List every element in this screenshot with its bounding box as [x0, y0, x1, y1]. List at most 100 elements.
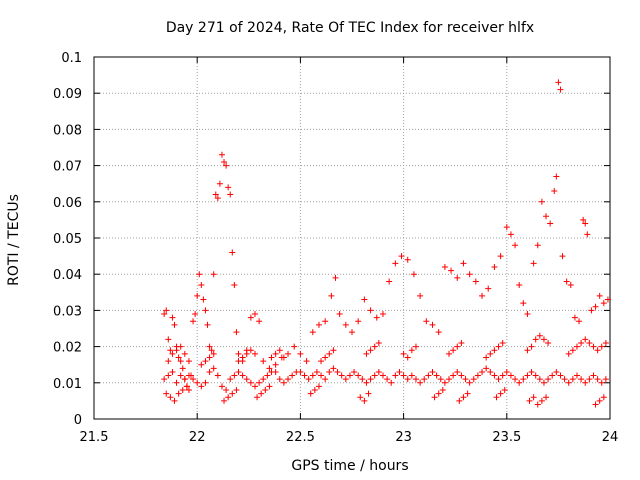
- data-point: [441, 263, 448, 270]
- data-point: [582, 379, 589, 386]
- data-point: [351, 368, 358, 375]
- data-point: [301, 372, 308, 379]
- data-point: [433, 372, 440, 379]
- data-point: [214, 195, 221, 202]
- data-point: [596, 397, 603, 404]
- data-point: [524, 311, 531, 318]
- data-point: [487, 368, 494, 375]
- data-point: [446, 376, 453, 383]
- data-point: [190, 318, 197, 325]
- data-point: [448, 267, 455, 274]
- data-point: [229, 249, 236, 256]
- data-point: [460, 394, 467, 401]
- data-point: [588, 307, 595, 314]
- data-point: [247, 314, 254, 321]
- data-point: [342, 321, 349, 328]
- x-tick-label: 23: [395, 430, 412, 445]
- data-point: [590, 372, 597, 379]
- data-point: [225, 394, 232, 401]
- data-point: [365, 390, 372, 397]
- data-point: [594, 347, 601, 354]
- data-point: [202, 379, 209, 386]
- data-point: [567, 282, 574, 289]
- data-point: [396, 368, 403, 375]
- data-point: [507, 231, 514, 238]
- data-point: [210, 365, 217, 372]
- data-point: [590, 343, 597, 350]
- y-axis-title: ROTI / TECUs: [6, 194, 22, 286]
- data-point: [256, 318, 263, 325]
- data-point: [175, 354, 182, 361]
- data-point: [313, 368, 320, 375]
- data-point: [322, 376, 329, 383]
- data-point: [491, 263, 498, 270]
- data-point: [592, 303, 599, 310]
- data-point: [551, 187, 558, 194]
- data-point: [454, 368, 461, 375]
- data-point: [404, 354, 411, 361]
- data-point: [272, 350, 279, 357]
- y-tick-labels: 0 0.01 0.02 0.03 0.04 0.05 0.06 0.07 0.08 0.09 0.1: [53, 51, 82, 428]
- data-point: [384, 376, 391, 383]
- data-point: [221, 397, 228, 404]
- data-point: [163, 390, 170, 397]
- data-point: [225, 184, 232, 191]
- data-point: [181, 350, 188, 357]
- data-point: [291, 343, 298, 350]
- data-point: [297, 368, 304, 375]
- data-point: [367, 307, 374, 314]
- data-point: [185, 387, 192, 394]
- data-point: [458, 339, 465, 346]
- data-point: [392, 260, 399, 267]
- data-point: [472, 278, 479, 285]
- data-point: [198, 361, 205, 368]
- y-tick-label: 0.1: [61, 51, 82, 66]
- data-point: [169, 314, 176, 321]
- data-point: [398, 253, 405, 260]
- data-point: [183, 383, 190, 390]
- data-point: [311, 387, 318, 394]
- data-point: [260, 376, 267, 383]
- data-point: [563, 278, 570, 285]
- data-point: [464, 390, 471, 397]
- data-point: [534, 401, 541, 408]
- data-point: [260, 358, 267, 365]
- data-point: [466, 271, 473, 278]
- data-point: [561, 376, 568, 383]
- data-point: [429, 368, 436, 375]
- data-point: [346, 372, 353, 379]
- data-point: [553, 173, 560, 180]
- data-point: [543, 213, 550, 220]
- data-point: [216, 180, 223, 187]
- data-point: [386, 278, 393, 285]
- data-point: [218, 151, 225, 158]
- data-point: [243, 350, 250, 357]
- data-point: [524, 347, 531, 354]
- data-point: [497, 390, 504, 397]
- data-point: [532, 372, 539, 379]
- data-point: [557, 86, 564, 93]
- data-point: [285, 376, 292, 383]
- data-point: [547, 220, 554, 227]
- data-point: [173, 347, 180, 354]
- data-point: [578, 339, 585, 346]
- data-point: [272, 361, 279, 368]
- data-point: [212, 191, 219, 198]
- data-point: [309, 329, 316, 336]
- data-point: [169, 368, 176, 375]
- data-point: [532, 336, 539, 343]
- data-point: [243, 376, 250, 383]
- data-point: [363, 350, 370, 357]
- data-point: [233, 329, 240, 336]
- data-point: [177, 343, 184, 350]
- data-point: [355, 318, 362, 325]
- data-point: [412, 343, 419, 350]
- data-point: [200, 296, 207, 303]
- data-point: [367, 376, 374, 383]
- data-point: [330, 365, 337, 372]
- data-point: [177, 372, 184, 379]
- data-point: [231, 282, 238, 289]
- data-point: [309, 372, 316, 379]
- data-point: [479, 368, 486, 375]
